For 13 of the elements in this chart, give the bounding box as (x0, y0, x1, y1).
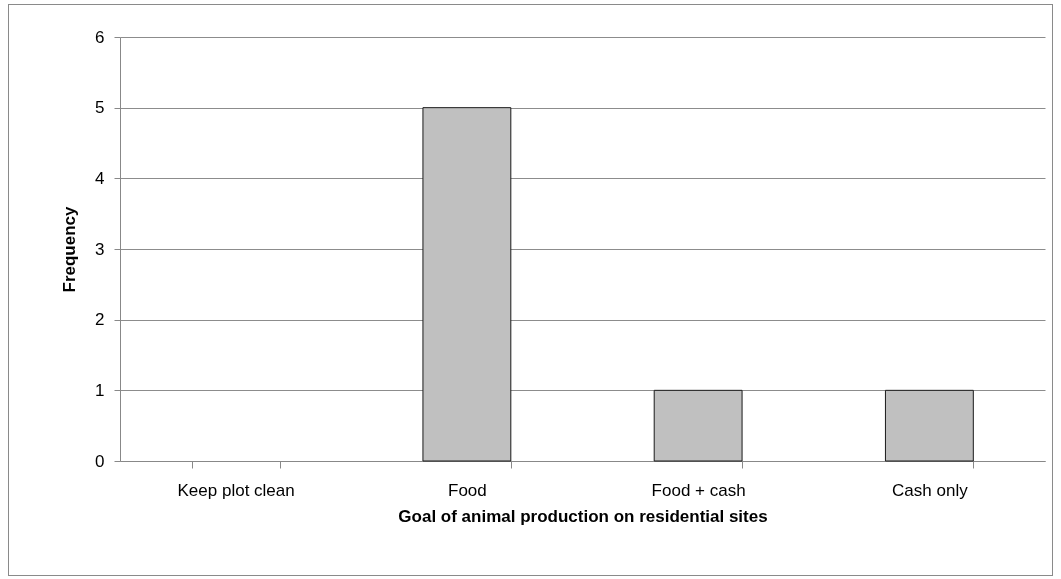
y-tick-label: 0 (95, 451, 105, 471)
y-tick-label: 1 (95, 380, 105, 400)
x-tick-label: Cash only (892, 480, 969, 500)
y-axis-title: Frequency (60, 205, 80, 293)
y-tick-label: 4 (95, 168, 105, 188)
y-tick-label: 2 (95, 310, 105, 330)
x-tick-label: Food (448, 480, 487, 500)
y-tick-label: 6 (95, 27, 105, 47)
x-tick-label: Food + cash (651, 480, 746, 500)
x-axis-title: Goal of animal production on residential sites (398, 506, 768, 526)
y-tick-label: 5 (95, 98, 105, 118)
y-tick-label: 3 (95, 239, 105, 259)
x-tick-label: Keep plot clean (177, 480, 295, 500)
